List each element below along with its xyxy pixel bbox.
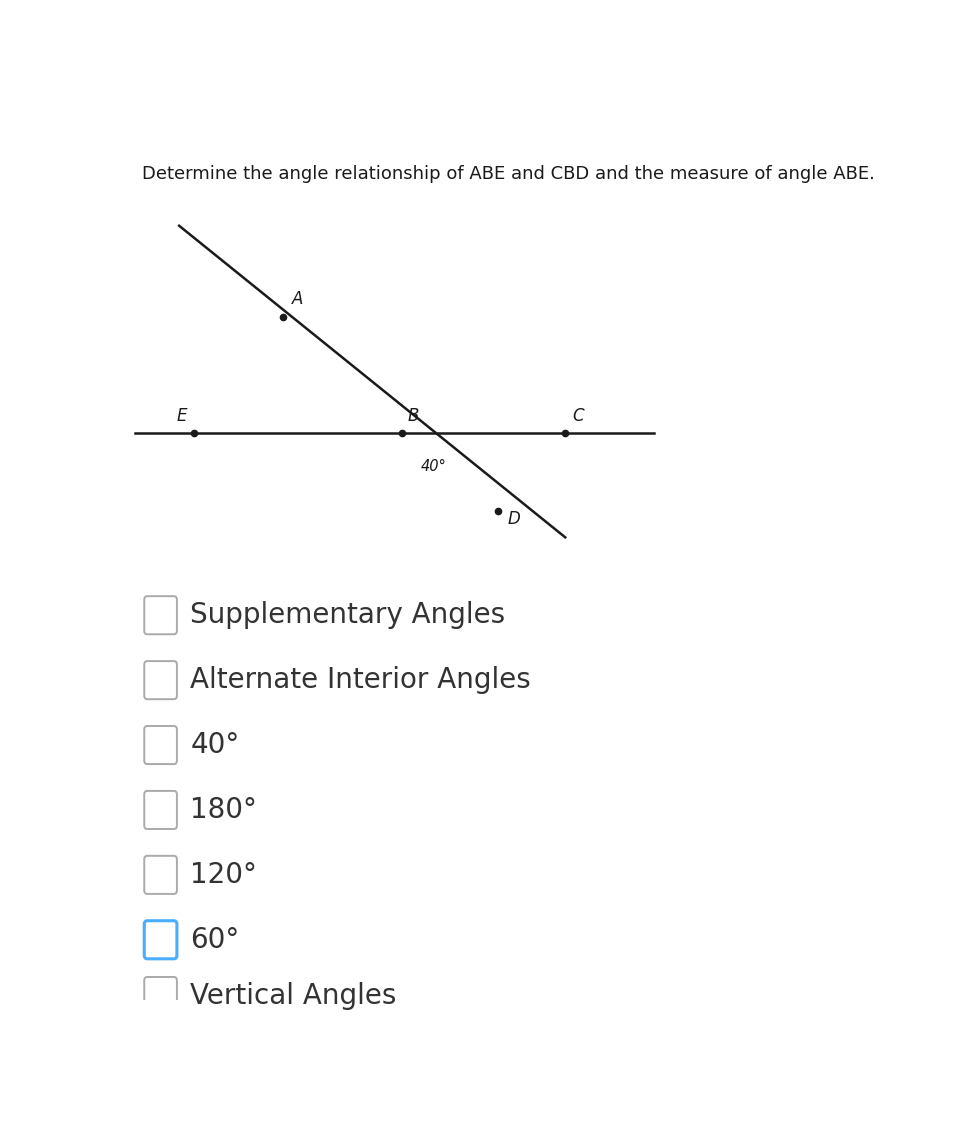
- Text: Alternate Interior Angles: Alternate Interior Angles: [191, 667, 531, 695]
- Text: Vertical Angles: Vertical Angles: [191, 982, 397, 1010]
- Text: D: D: [508, 509, 520, 527]
- FancyBboxPatch shape: [145, 921, 177, 959]
- Text: A: A: [292, 290, 304, 308]
- Text: 40°: 40°: [191, 731, 240, 759]
- Text: 180°: 180°: [191, 796, 257, 824]
- Text: Determine the angle relationship of ABE and CBD and the measure of angle ABE.: Determine the angle relationship of ABE …: [142, 165, 875, 183]
- FancyBboxPatch shape: [145, 661, 177, 699]
- Text: 120°: 120°: [191, 861, 257, 889]
- Text: C: C: [573, 407, 584, 425]
- Text: B: B: [408, 407, 420, 425]
- FancyBboxPatch shape: [145, 855, 177, 894]
- Text: Supplementary Angles: Supplementary Angles: [191, 601, 506, 629]
- Text: E: E: [176, 407, 187, 425]
- Text: 60°: 60°: [191, 926, 240, 954]
- FancyBboxPatch shape: [145, 791, 177, 830]
- FancyBboxPatch shape: [145, 596, 177, 634]
- FancyBboxPatch shape: [145, 726, 177, 764]
- Text: 40°: 40°: [421, 460, 446, 474]
- FancyBboxPatch shape: [145, 977, 177, 1015]
